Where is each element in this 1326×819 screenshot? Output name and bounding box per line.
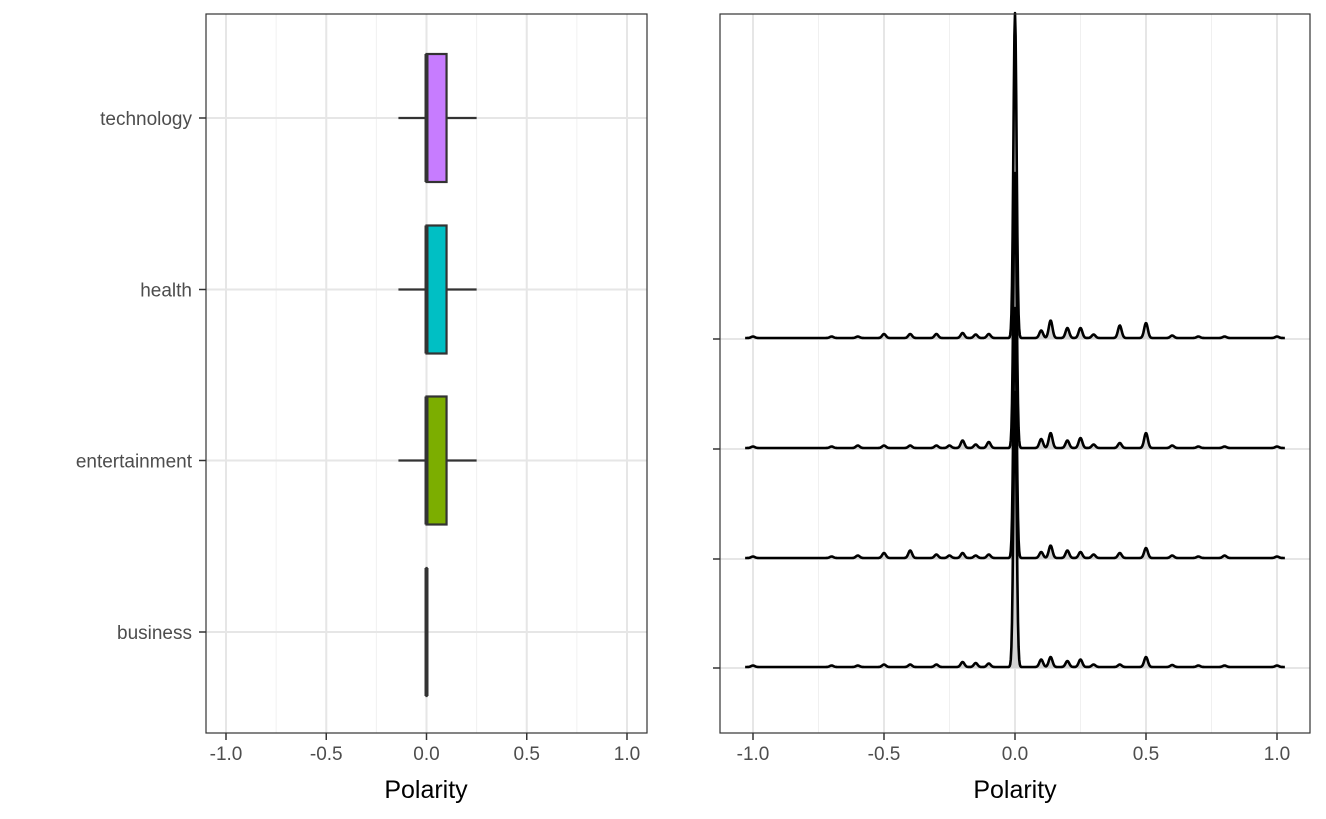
left-x-tick-label: 0.0 <box>413 744 439 765</box>
right-x-tick-label: -0.5 <box>868 744 901 765</box>
box-technology <box>425 52 448 184</box>
left-y-tick-label: technology <box>100 109 192 130</box>
left-y-tick-label: entertainment <box>76 452 193 473</box>
ridge-line <box>744 11 1286 340</box>
left-panel: technology health entertainment business -1… <box>76 13 648 804</box>
left-x-tick-label: -0.5 <box>310 744 343 765</box>
left-x-tick-label: 0.5 <box>514 744 540 765</box>
right-x-tick-label: -1.0 <box>737 744 770 765</box>
left-x-tick-label: 1.0 <box>614 744 640 765</box>
boxplot-layer <box>398 52 477 698</box>
ridge-fill <box>745 392 1285 668</box>
ridgeline-layer <box>744 11 1286 669</box>
left-x-tick-label: -1.0 <box>210 744 243 765</box>
right-x-axis-title: Polarity <box>973 776 1057 804</box>
left-x-axis-title: Polarity <box>384 776 468 804</box>
box-entertainment <box>425 395 448 526</box>
left-y-tick-label: health <box>140 281 192 302</box>
ridge-line <box>744 171 1286 450</box>
left-y-axis: technology health entertainment business <box>76 109 206 644</box>
ridge-line <box>744 306 1286 560</box>
right-x-tick-label: 1.0 <box>1264 744 1290 765</box>
left-y-tick-label: business <box>117 623 192 644</box>
left-x-axis: -1.0 -0.5 0.0 0.5 1.0 <box>210 733 640 765</box>
right-x-tick-label: 0.0 <box>1002 744 1028 765</box>
right-x-axis: -1.0 -0.5 0.0 0.5 1.0 <box>737 733 1290 765</box>
right-panel: -1.0 -0.5 0.0 0.5 1.0 Polarity <box>713 11 1311 804</box>
right-y-axis <box>713 338 720 669</box>
box-health <box>425 224 448 355</box>
right-x-tick-label: 0.5 <box>1133 744 1159 765</box>
ridge-line <box>744 390 1286 669</box>
